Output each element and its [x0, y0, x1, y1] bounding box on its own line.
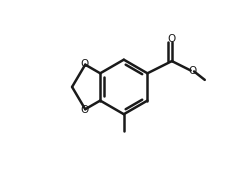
Text: O: O: [188, 66, 196, 76]
Text: O: O: [80, 105, 88, 115]
Text: O: O: [168, 34, 176, 45]
Text: O: O: [80, 59, 88, 69]
